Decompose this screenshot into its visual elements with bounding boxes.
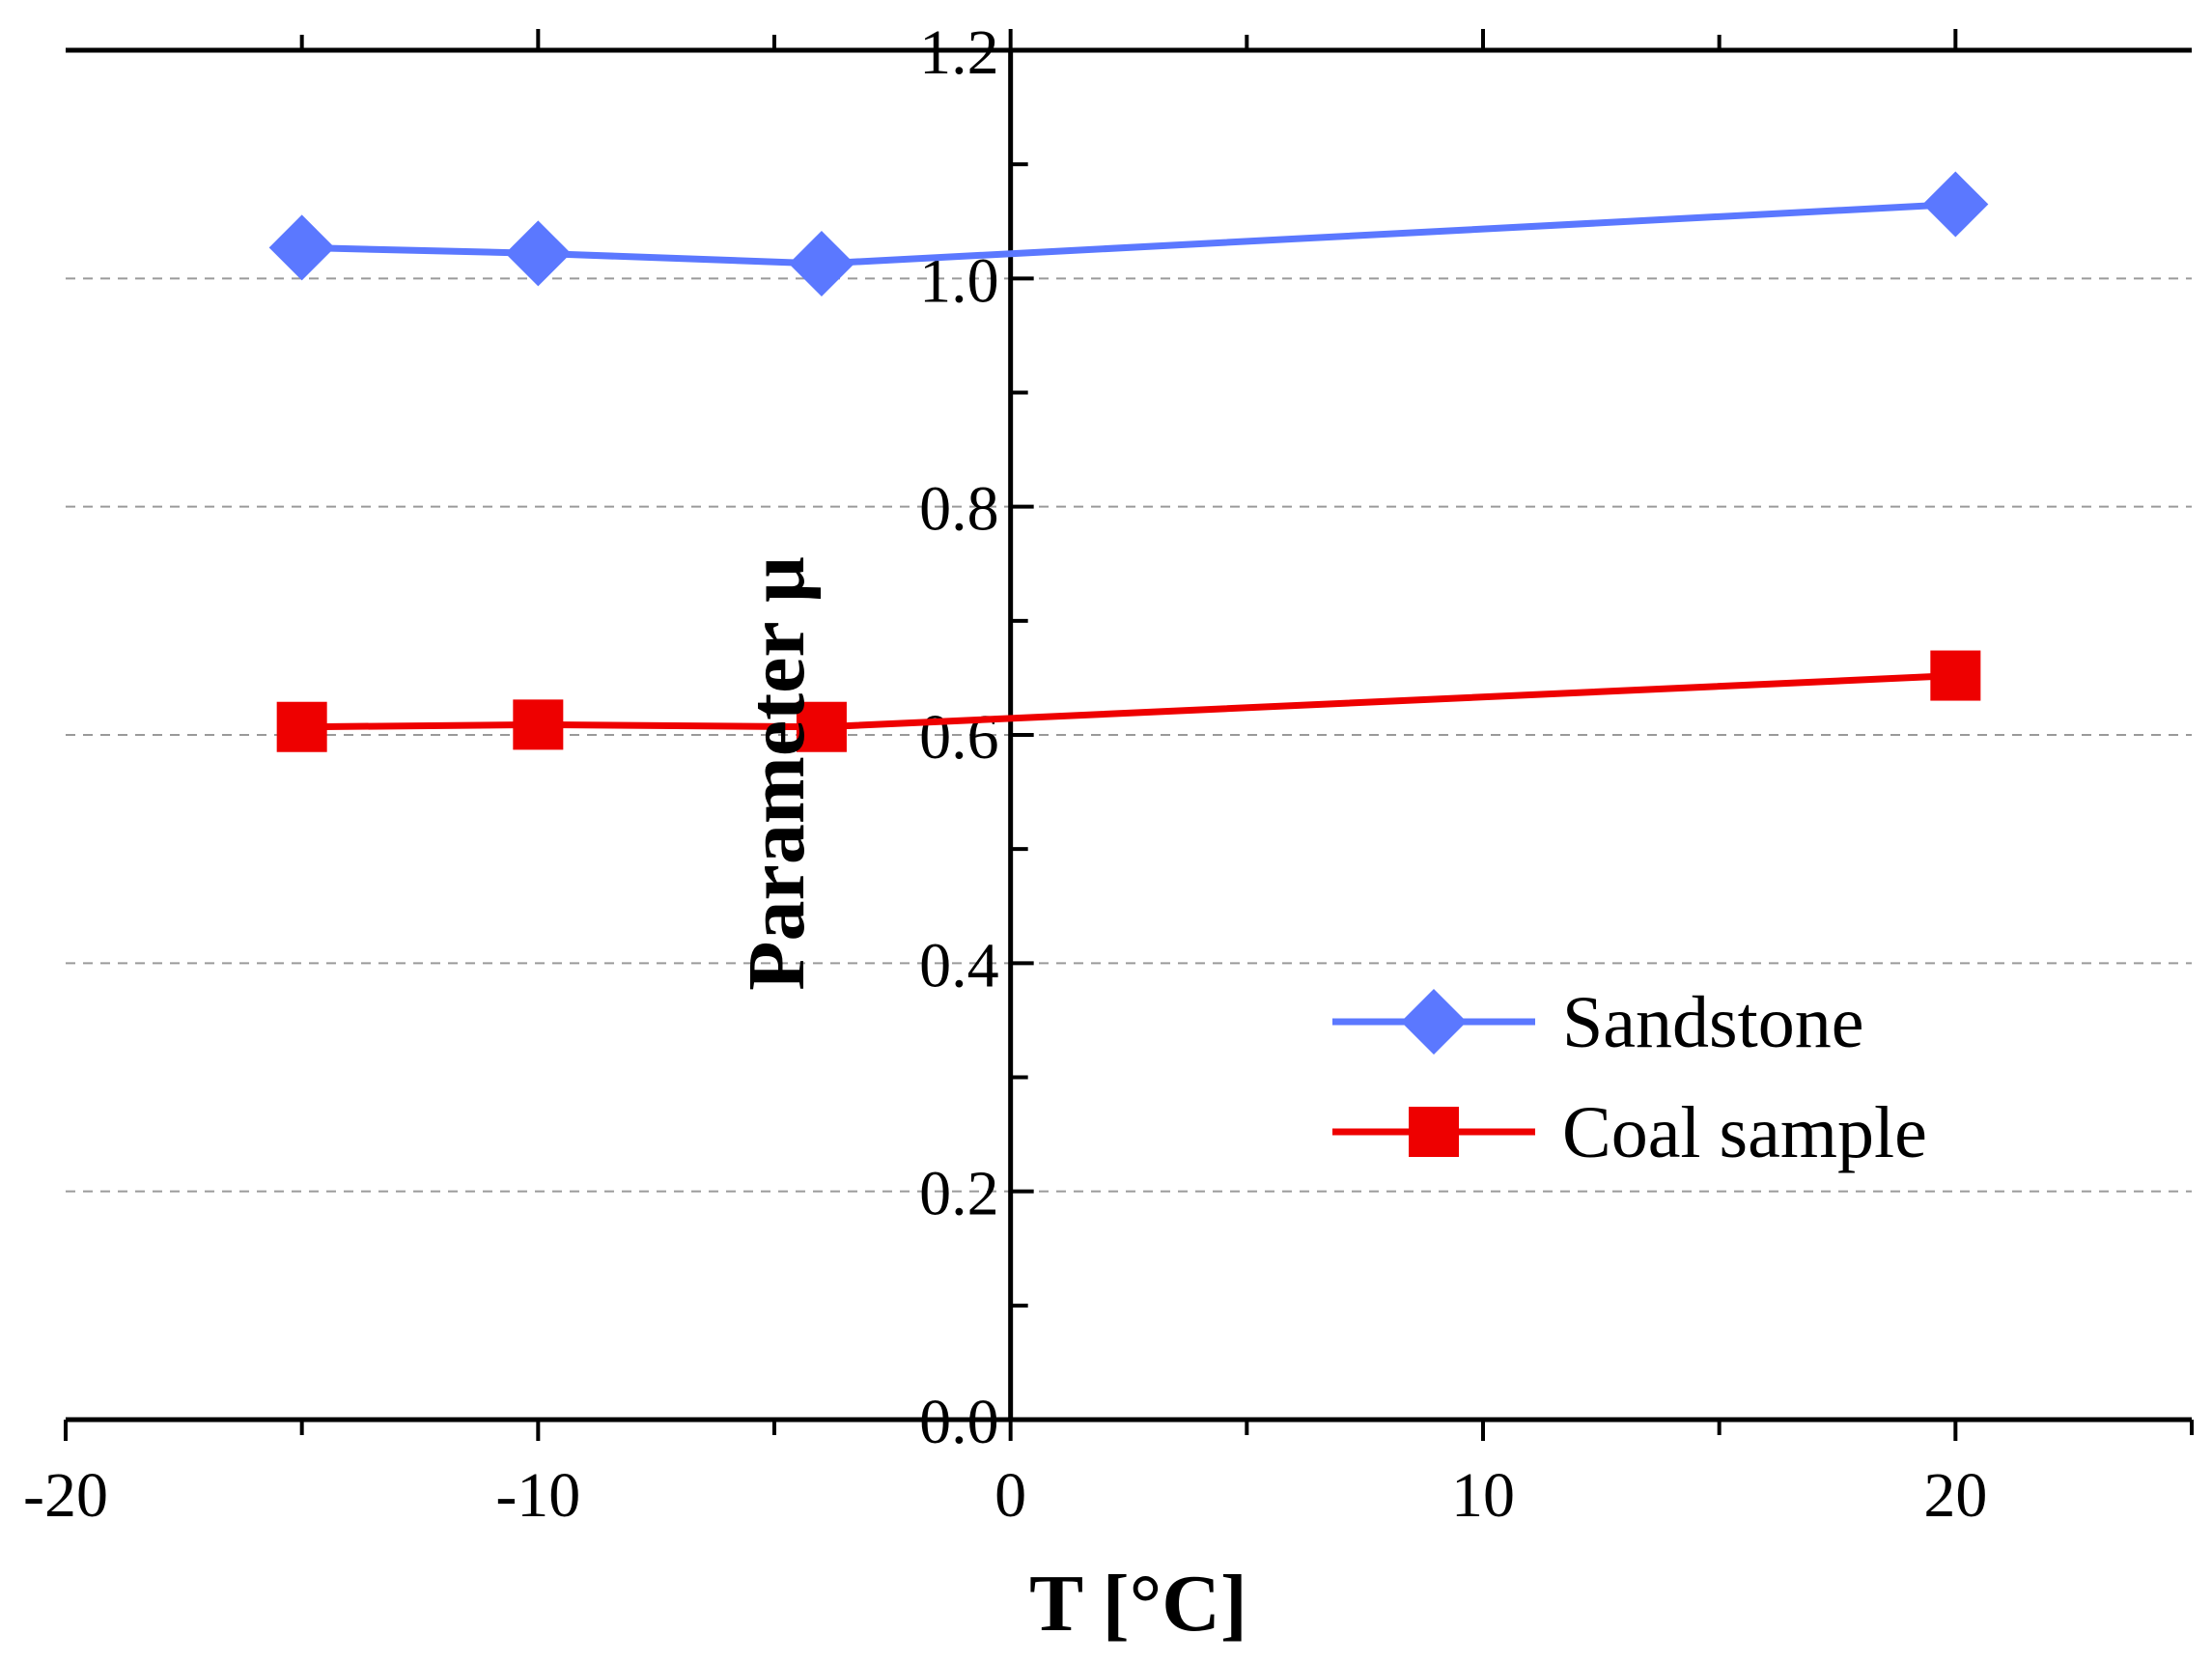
series-coal-sample: [276, 650, 1981, 752]
x-tick-label: 20: [1923, 1460, 1987, 1531]
y-tick-label: 0.6: [919, 702, 999, 773]
data-point-coal-sample: [1930, 650, 1981, 701]
y-tick-label: 0.0: [919, 1387, 999, 1457]
data-point-sandstone: [1922, 171, 1989, 238]
data-point-coal-sample: [796, 701, 847, 752]
x-tick-label: 10: [1451, 1460, 1515, 1531]
gridlines: [66, 277, 2192, 1193]
data-point-coal-sample: [276, 701, 327, 752]
series-layer: [268, 171, 1989, 752]
legend-item-sandstone: Sandstone: [1332, 982, 1863, 1063]
legend-marker-sandstone: [1401, 989, 1467, 1055]
y-tick-label: 0.4: [919, 930, 999, 1001]
series-line-sandstone: [301, 201, 1956, 268]
x-tick-label: -20: [23, 1460, 108, 1531]
x-axis-ticks: -20 -10 0 10 20: [23, 29, 2194, 1531]
y-tick-label: 0.8: [919, 474, 999, 545]
y-tick-label: 0.2: [919, 1159, 999, 1229]
data-point-sandstone: [268, 214, 335, 281]
x-axis-title: T [°C]: [1029, 1559, 1247, 1649]
legend-label-coal-sample: Coal sample: [1562, 1092, 1927, 1173]
x-tick-label: 0: [994, 1460, 1026, 1531]
legend-item-coal-sample: Coal sample: [1332, 1092, 1927, 1173]
data-point-coal-sample: [513, 699, 564, 750]
y-axis-ticks: 0.00.20.40.60.81.01.2: [919, 17, 1034, 1457]
legend-label-sandstone: Sandstone: [1562, 982, 1863, 1063]
data-point-sandstone: [788, 230, 854, 296]
legend: Sandstone Coal sample: [1332, 982, 1927, 1173]
series-sandstone: [268, 171, 1989, 296]
y-axis-title: Parameter μ: [732, 556, 822, 991]
x-tick-label: -10: [495, 1460, 580, 1531]
data-point-sandstone: [505, 220, 572, 287]
y-tick-label: 1.2: [919, 17, 999, 88]
legend-marker-coal-sample: [1409, 1107, 1459, 1157]
series-line-coal-sample: [301, 672, 1956, 731]
